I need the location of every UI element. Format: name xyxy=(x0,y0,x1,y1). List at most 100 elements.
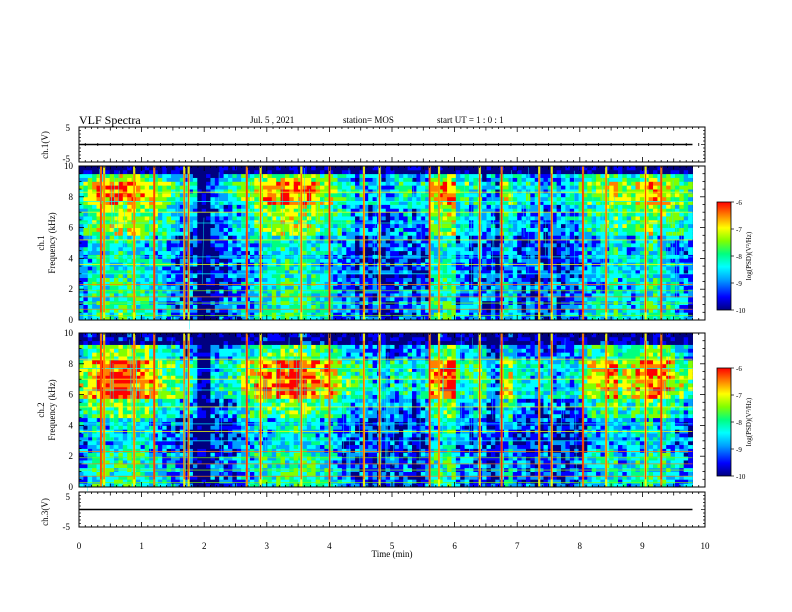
spectro-cell xyxy=(315,212,321,217)
spectro-cell xyxy=(442,273,448,279)
spectro-cell xyxy=(135,189,141,194)
spectro-cell xyxy=(105,296,111,302)
spectro-cell xyxy=(236,266,242,271)
spectro-cell xyxy=(468,293,474,298)
spectro-cell xyxy=(241,246,246,252)
spectro-cell xyxy=(219,223,225,228)
spectro-cell xyxy=(552,250,558,255)
spectro-cell xyxy=(249,216,255,221)
spectro-cell xyxy=(543,277,549,282)
spectro-cell xyxy=(486,216,492,221)
spectro-cell xyxy=(561,316,566,321)
spectro-cell xyxy=(539,250,544,255)
spectro-cell xyxy=(263,258,268,263)
spectro-cell xyxy=(144,212,150,217)
spectro-cell xyxy=(135,246,141,252)
spectro-cell xyxy=(350,308,356,313)
spectro-cell xyxy=(293,173,299,178)
spectro-cell xyxy=(109,231,115,236)
spectro-cell xyxy=(609,312,615,317)
spectro-cell xyxy=(490,316,496,321)
spectro-cell xyxy=(530,196,536,202)
spectro-cell xyxy=(315,173,321,178)
spectro-cell xyxy=(473,246,479,252)
spectro-cell xyxy=(236,296,242,302)
spectro-cell xyxy=(495,289,501,294)
spectro-cell xyxy=(372,296,378,302)
spectro-cell xyxy=(534,277,540,282)
spectro-cell xyxy=(433,231,439,236)
spectro-cell xyxy=(333,239,338,244)
spectro-cell xyxy=(412,289,417,294)
spectro-cell xyxy=(613,296,619,302)
spectro-cell xyxy=(525,296,531,302)
spectro-cell xyxy=(311,219,317,225)
spectro-cell xyxy=(561,285,566,290)
spectro-cell xyxy=(539,246,544,252)
spectro-cell xyxy=(517,177,522,182)
spectro-cell xyxy=(249,166,255,171)
spectro-cell xyxy=(227,192,233,198)
spectro-cell xyxy=(328,166,334,171)
spectro-cell xyxy=(83,246,89,252)
spectro-cell xyxy=(105,189,111,194)
spectro-cell xyxy=(591,281,597,286)
spectro-cell xyxy=(609,177,615,182)
spectro-cell xyxy=(210,273,216,279)
spectro-cell xyxy=(188,231,194,236)
spectro-cell xyxy=(149,208,154,213)
spectro-cell xyxy=(473,296,479,302)
spectro-cell xyxy=(122,177,128,182)
spectro-cell xyxy=(232,293,238,298)
spectro-cell xyxy=(201,196,207,202)
spectro-cell xyxy=(346,277,352,282)
spectro-cell xyxy=(394,266,400,271)
spectro-cell xyxy=(416,196,422,202)
spectro-cell xyxy=(201,243,207,248)
spectro-cell xyxy=(565,192,571,198)
spectro-cell xyxy=(547,181,553,186)
spectro-cell xyxy=(543,169,549,175)
spectro-cell xyxy=(324,185,330,190)
spectro-cell xyxy=(157,308,163,313)
spectro-cell xyxy=(504,200,509,205)
spectro-cell xyxy=(473,289,479,294)
spectro-cell xyxy=(118,227,124,232)
spectro-cell xyxy=(539,293,544,298)
spectro-cell xyxy=(206,177,211,182)
spectro-cell xyxy=(447,204,452,209)
spectro-cell xyxy=(425,181,430,186)
spectro-cell xyxy=(175,285,181,290)
spectro-cell xyxy=(407,196,413,202)
spectro-cell xyxy=(582,212,588,217)
spectro-cell xyxy=(232,177,238,182)
spectro-cell xyxy=(521,181,527,186)
spectro-cell xyxy=(118,166,124,171)
spectro-cell xyxy=(201,223,207,228)
spectro-cell xyxy=(442,250,448,255)
spectro-cell xyxy=(210,250,216,255)
spectro-cell xyxy=(455,289,461,294)
spectro-cell xyxy=(355,216,360,221)
spectro-cell xyxy=(582,189,588,194)
spectro-cell xyxy=(390,289,395,294)
spectro-cell xyxy=(83,223,89,228)
spectro-cell xyxy=(175,181,181,186)
spectro-cell xyxy=(337,185,343,190)
spectro-cell xyxy=(254,316,260,321)
spectro-cell xyxy=(433,316,439,321)
spectro-cell xyxy=(587,243,593,248)
spectro-cell xyxy=(171,296,176,302)
spectro-cell xyxy=(543,258,549,263)
spectro-cell xyxy=(381,316,387,321)
spectro-cell xyxy=(328,192,334,198)
spectro-cell xyxy=(447,219,452,225)
spectro-cell xyxy=(293,293,299,298)
spectro-cell xyxy=(333,208,338,213)
spectro-cell xyxy=(525,285,531,290)
spectro-cell xyxy=(390,216,395,221)
spectro-cell xyxy=(359,219,365,225)
spectro-cell xyxy=(455,227,461,232)
spectro-cell xyxy=(171,250,176,255)
spectro-cell xyxy=(127,216,132,221)
